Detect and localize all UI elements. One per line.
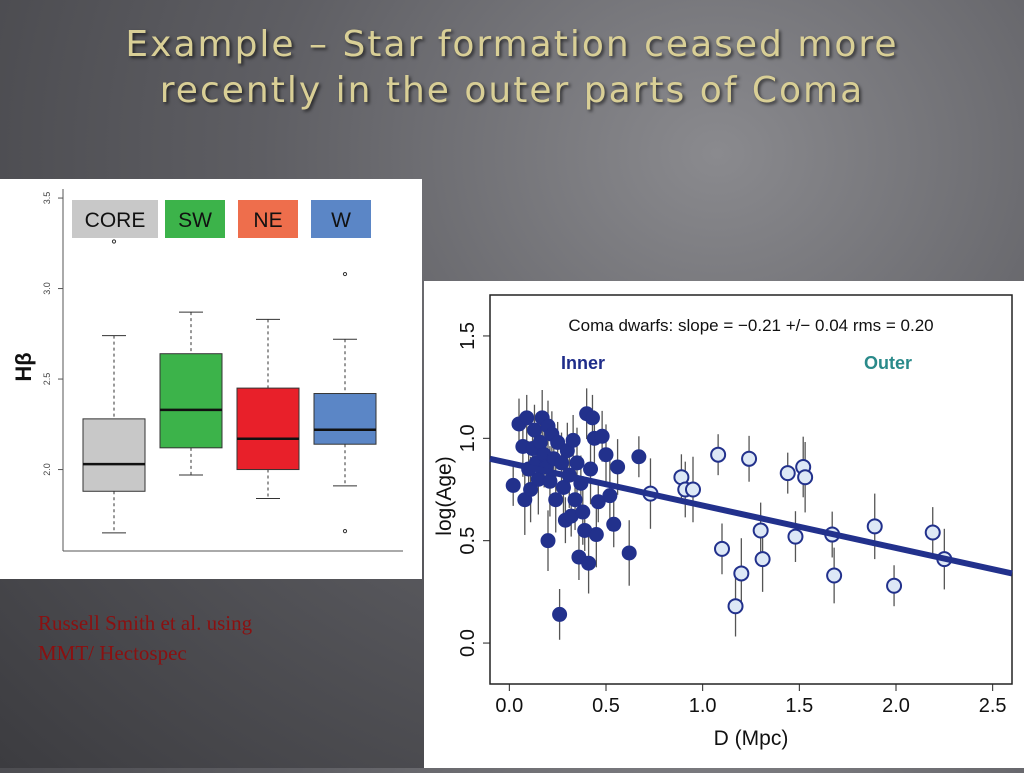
legend-item-core: CORE [72,200,158,238]
outer-point [752,522,769,539]
box-plot-y-label: Hβ [11,352,36,381]
outlier-point [342,271,348,277]
legend-label: CORE [85,209,146,232]
iqr-box [236,387,300,471]
inner-point [588,527,604,543]
inner-point [565,432,581,448]
inner-point [567,492,583,508]
box-y-tick-label: 3.0 [42,282,52,295]
outer-point [797,469,814,486]
legend-label: NE [253,209,282,232]
outer-point [779,465,796,482]
inner-point [631,449,647,465]
outer-point [710,446,727,463]
inner-point [584,410,600,426]
box-sw [159,311,223,476]
legend-item-w: W [311,200,371,238]
y-tick-label: 0.0 [457,629,479,657]
inner-point [602,488,618,504]
outer-point [866,518,883,535]
iqr-box [159,353,223,449]
inner-point [548,492,564,508]
outer-point [826,567,843,584]
slide-title-line-2: recently in the outer parts of Coma [159,70,865,111]
scatter-plot-panel: Coma dwarfs: slope = −0.21 +/− 0.04 rms … [424,281,1024,768]
x-tick-label: 1.5 [785,695,813,717]
box-plot-panel: Hβ 2.0 2.5 3.0 3.5 CORE SW NE W [0,179,422,579]
inner-point [550,434,566,450]
inner-point [552,606,568,622]
legend-label: SW [178,209,212,232]
legend-item-ne: NE [238,200,298,238]
box-w [313,271,377,534]
annotation-outer: Outer [864,353,912,373]
x-tick-label: 2.0 [882,695,910,717]
legend-swatch [238,200,298,238]
inner-point [519,410,535,426]
inner-point [505,477,521,493]
inner-point [606,516,622,532]
box-y-tick-label: 3.5 [42,192,52,205]
slide-title-line-1: Example – Star formation ceased more [125,24,899,65]
x-tick-label: 2.5 [979,695,1007,717]
inner-point [583,461,599,477]
caption: Russell Smith et al. using MMT/ Hectospe… [38,608,358,668]
outer-point [685,481,701,498]
inner-point [540,533,556,549]
caption-line-2: MMT/ Hectospec [38,641,187,665]
x-tick-label: 0.0 [495,695,523,717]
caption-line-1: Russell Smith et al. using [38,611,253,635]
legend-swatch [165,200,225,238]
inner-point [554,455,570,471]
iqr-box [313,393,377,445]
box-ne [236,318,300,500]
inner-point [555,479,571,495]
box-y-tick-label: 2.5 [42,373,52,386]
legend-swatch [311,200,371,238]
inner-point [581,555,597,571]
inner-point [526,422,542,438]
inner-point [594,428,610,444]
y-tick-label: 1.0 [457,424,479,452]
outer-point [754,551,771,568]
x-tick-label: 1.0 [689,695,717,717]
annotation-inner: Inner [561,353,605,373]
inner-point [598,447,614,463]
x-tick-label: 0.5 [592,695,620,717]
outer-point [886,577,903,594]
y-tick-label: 1.5 [457,322,479,350]
legend-label: W [331,209,351,232]
scatter-x-label: D (Mpc) [714,727,789,750]
inner-point [590,494,606,510]
outlier-point [111,239,117,244]
outer-point [924,524,941,541]
legend-item-sw: SW [165,200,225,238]
outer-point [727,598,744,615]
inner-point [610,459,626,475]
inner-point [575,504,591,520]
inner-point [621,545,637,561]
box-core [82,239,146,534]
outer-point [787,528,804,545]
inner-point [569,455,585,471]
scatter-chart: Coma dwarfs: slope = −0.21 +/− 0.04 rms … [433,294,1013,750]
outer-point [741,450,758,467]
fit-line [489,455,1013,577]
scatter-title: Coma dwarfs: slope = −0.21 +/− 0.04 rms … [568,316,933,335]
outer-point [714,540,730,557]
outlier-point [342,528,348,534]
scatter-y-label: log(Age) [433,456,456,535]
y-tick-label: 0.5 [457,527,479,555]
inner-point [523,482,539,497]
outer-point [733,565,750,582]
iqr-box [82,418,146,492]
box-y-tick-label: 2.0 [42,463,52,476]
box-plot-chart: Hβ 2.0 2.5 3.0 3.5 CORE SW NE W [11,189,403,552]
legend-swatch [72,200,158,238]
slide-title: Example – Star formation ceased more rec… [0,22,1024,114]
inner-point [542,473,558,489]
scatter-plot-frame [489,294,1013,685]
